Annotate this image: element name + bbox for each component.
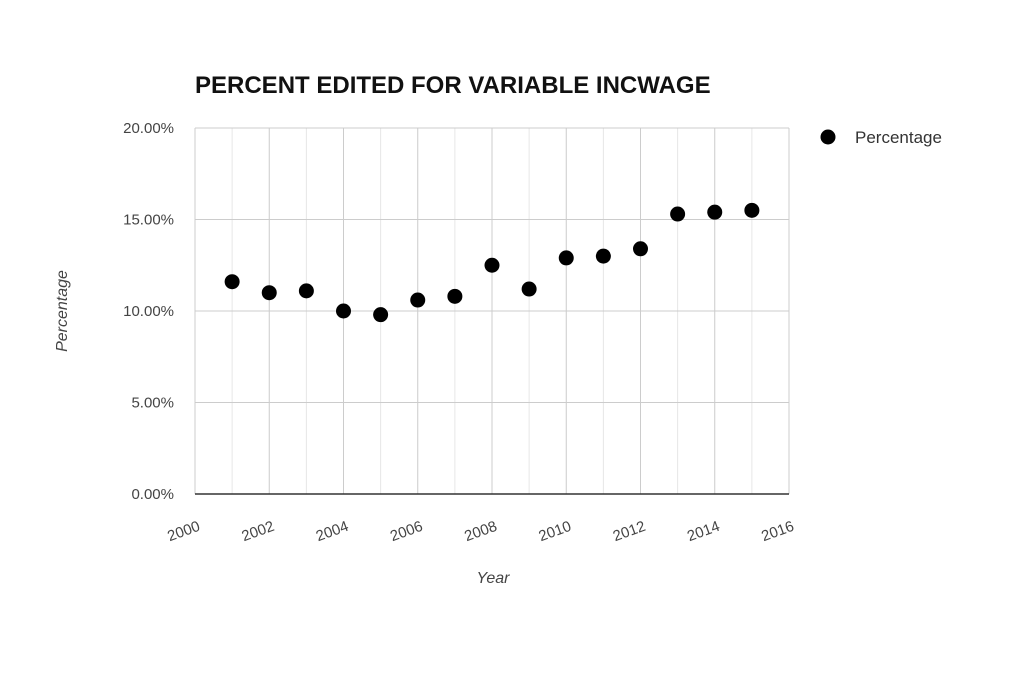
- data-point: [484, 257, 500, 273]
- y-axis-ticks: 0.00% 5.00% 10.00% 15.00% 20.00%: [123, 120, 174, 503]
- x-tick-label: 2016: [759, 518, 796, 545]
- y-tick-label: 0.00%: [131, 486, 174, 503]
- x-tick-label: 2002: [239, 518, 276, 545]
- data-point: [744, 202, 760, 218]
- data-point: [336, 303, 351, 319]
- data-points: [224, 202, 760, 323]
- gridlines: [194, 127, 790, 494]
- x-tick-label: 2012: [611, 518, 648, 545]
- data-point: [558, 250, 574, 266]
- x-tick-label: 2010: [536, 518, 573, 545]
- y-tick-label: 20.00%: [123, 120, 174, 137]
- data-point: [261, 285, 277, 301]
- data-point: [410, 292, 426, 308]
- data-point: [670, 206, 686, 222]
- x-tick-label: 2008: [462, 518, 499, 545]
- data-point: [521, 281, 537, 297]
- x-tick-label: 2006: [388, 518, 425, 545]
- data-point: [373, 307, 389, 323]
- y-tick-label: 15.00%: [123, 212, 174, 229]
- data-point: [298, 283, 314, 299]
- y-axis-title: Percentage: [54, 270, 71, 352]
- data-point: [595, 248, 611, 264]
- data-point: [224, 274, 240, 290]
- y-tick-label: 10.00%: [123, 303, 174, 320]
- x-tick-label: 2014: [685, 518, 722, 545]
- legend-marker: [820, 129, 836, 145]
- legend: Percentage: [820, 128, 942, 147]
- data-point: [447, 288, 463, 304]
- data-point: [633, 241, 648, 257]
- x-tick-label: 2000: [165, 518, 202, 545]
- chart-title: PERCENT EDITED FOR VARIABLE INCWAGE: [195, 72, 711, 99]
- x-axis-ticks: 2000 2002 2004 2006 2008 2010 2012 2014 2016: [165, 518, 796, 545]
- x-tick-label: 2004: [314, 518, 351, 545]
- legend-label: Percentage: [855, 128, 942, 147]
- y-tick-label: 5.00%: [131, 395, 174, 412]
- x-axis-title: Year: [477, 570, 511, 587]
- data-point: [707, 204, 723, 220]
